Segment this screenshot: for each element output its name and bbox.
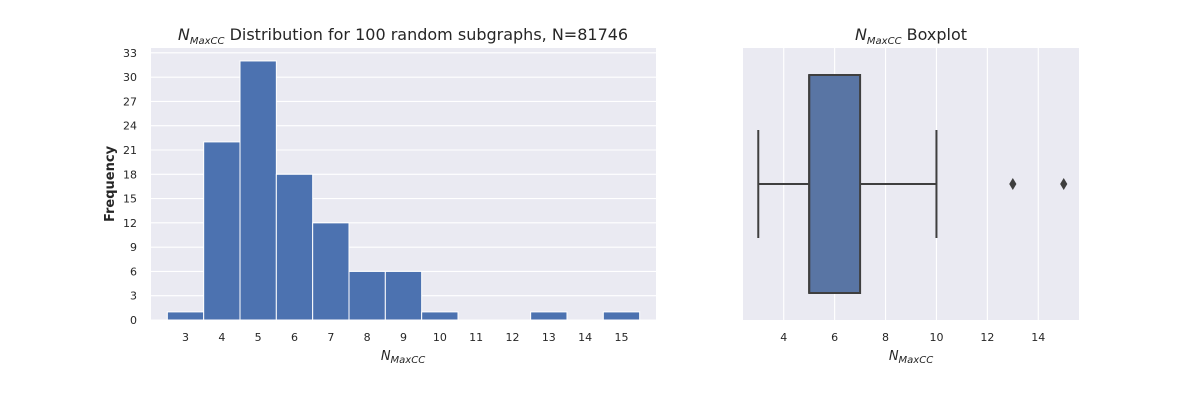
outlier-point — [1060, 178, 1068, 190]
histogram-bars — [166, 60, 641, 321]
interquartile-box — [808, 74, 862, 294]
histogram-bar — [239, 60, 277, 321]
histogram-y-ticks: 0 3 6 9 12 15 18 21 24 27 30 33 — [123, 47, 137, 327]
histogram-title: NMaxCC Distribution for 100 random subgr… — [178, 25, 628, 47]
histogram-bar — [275, 173, 314, 321]
histogram-x-ticks: 3 4 5 6 7 8 9 10 11 12 13 14 15 — [182, 331, 628, 344]
boxplot-x-tick-label: 12 — [980, 331, 994, 344]
histogram-x-tick-label: 4 — [218, 331, 225, 344]
histogram-bar — [203, 141, 241, 321]
histogram-bar — [602, 311, 641, 321]
histogram-x-tick-label: 5 — [255, 331, 262, 344]
boxplot-x-axis-label: NMaxCC — [889, 349, 933, 366]
boxplot-x-tick-label: 4 — [780, 331, 787, 344]
histogram-y-tick-label: 6 — [130, 265, 137, 278]
histogram-y-tick-label: 21 — [123, 144, 137, 157]
histogram-bar — [421, 311, 459, 321]
boxplot-title: NMaxCC Boxplot — [855, 25, 967, 47]
histogram-y-tick-label: 24 — [123, 120, 137, 133]
histogram-y-tick-label: 15 — [123, 193, 137, 206]
boxplot-x-ticks: 4 6 8 10 12 14 — [780, 331, 1045, 344]
histogram-y-tick-label: 33 — [123, 47, 137, 60]
histogram-y-tick-label: 27 — [123, 95, 137, 108]
outlier-point — [1009, 178, 1017, 190]
histogram-y-tick-label: 3 — [130, 290, 137, 303]
histogram-bar — [530, 311, 568, 321]
histogram-x-tick-label: 9 — [400, 331, 407, 344]
histogram-x-tick-label: 13 — [542, 331, 556, 344]
histogram-x-axis-label: NMaxCC — [381, 349, 425, 366]
histogram-x-tick-label: 3 — [182, 331, 189, 344]
boxplot-body — [757, 74, 1068, 294]
boxplot-x-tick-label: 6 — [831, 331, 838, 344]
histogram-x-tick-label: 14 — [578, 331, 592, 344]
histogram-x-tick-label: 10 — [433, 331, 447, 344]
boxplot-x-tick-label: 14 — [1031, 331, 1045, 344]
boxplot-x-tick-label: 8 — [882, 331, 889, 344]
histogram-panel: 0 3 6 9 12 15 18 21 24 27 30 33 3 4 5 6 7 8 9 10 11 12 13 14 15… — [103, 25, 656, 366]
histogram-y-tick-label: 30 — [123, 71, 137, 84]
histogram-y-tick-label: 0 — [130, 314, 137, 327]
histogram-bar — [166, 311, 205, 321]
histogram-x-tick-label: 11 — [469, 331, 483, 344]
histogram-x-tick-label: 15 — [614, 331, 628, 344]
histogram-y-tick-label: 12 — [123, 217, 137, 230]
histogram-bar — [384, 270, 423, 321]
histogram-x-tick-label: 6 — [291, 331, 298, 344]
histogram-y-tick-label: 18 — [123, 168, 137, 181]
histogram-y-axis-label: Frequency — [103, 145, 118, 222]
histogram-x-tick-label: 7 — [327, 331, 334, 344]
boxplot-panel: 4 6 8 10 12 14 NMaxCC Boxplot NMaxCC — [743, 25, 1079, 366]
histogram-bar — [348, 270, 386, 321]
histogram-y-tick-label: 9 — [130, 241, 137, 254]
histogram-x-tick-label: 8 — [364, 331, 371, 344]
boxplot-x-tick-label: 10 — [929, 331, 943, 344]
histogram-x-tick-label: 12 — [505, 331, 519, 344]
histogram-bar — [312, 222, 350, 321]
